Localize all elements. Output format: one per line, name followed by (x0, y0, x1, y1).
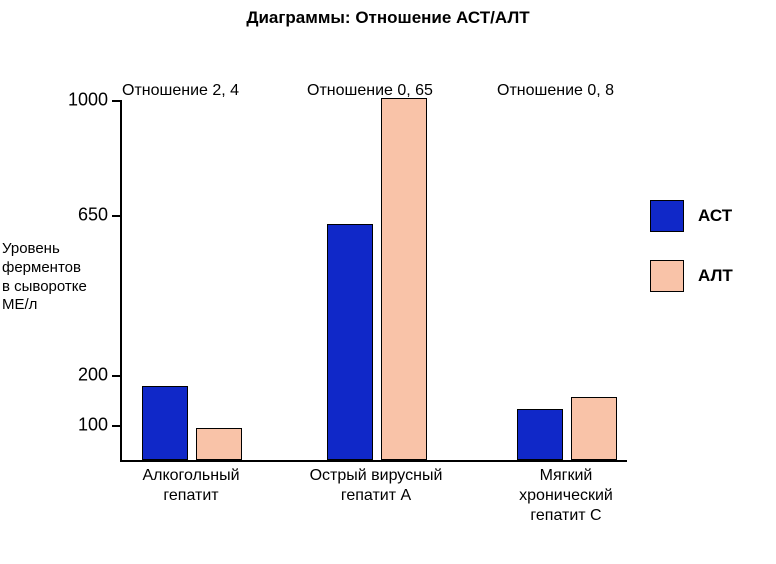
y-tick-label: 650 (78, 205, 108, 226)
chart-title: Диаграммы: Отношение АСТ/АЛТ (0, 8, 776, 28)
bar-АСТ (142, 386, 188, 460)
bar-АЛТ (571, 397, 617, 460)
bar-АЛТ (381, 98, 427, 460)
ratio-label: Отношение 0, 8 (497, 82, 614, 100)
y-tick-label: 200 (78, 365, 108, 386)
y-tick (112, 100, 122, 102)
bar-АЛТ (196, 428, 242, 460)
y-tick (112, 215, 122, 217)
bar-АСТ (517, 409, 563, 460)
y-axis-title: Уровеньферментовв сыворотке МЕ/л (2, 240, 112, 315)
y-tick-label: 1000 (68, 90, 108, 111)
ratio-label: Отношение 2, 4 (122, 82, 239, 100)
legend-label: АСТ (698, 206, 732, 226)
x-category-label: Мягкий хроническийгепатит С (492, 466, 640, 526)
y-tick (112, 375, 122, 377)
y-tick (112, 425, 122, 427)
legend-swatch (650, 260, 684, 292)
legend-item: АЛТ (650, 260, 733, 292)
legend: АСТ АЛТ (650, 200, 733, 320)
plot-area: 1002006501000Отношение 2, 4Алкогольныйге… (120, 100, 627, 462)
x-category-label: Алкогольныйгепатит (117, 466, 265, 506)
legend-item: АСТ (650, 200, 733, 232)
ratio-label: Отношение 0, 65 (307, 82, 433, 100)
legend-label: АЛТ (698, 266, 733, 286)
y-tick-label: 100 (78, 415, 108, 436)
x-category-label: Острый вирусныйгепатит А (302, 466, 450, 506)
legend-swatch (650, 200, 684, 232)
bar-АСТ (327, 224, 373, 460)
